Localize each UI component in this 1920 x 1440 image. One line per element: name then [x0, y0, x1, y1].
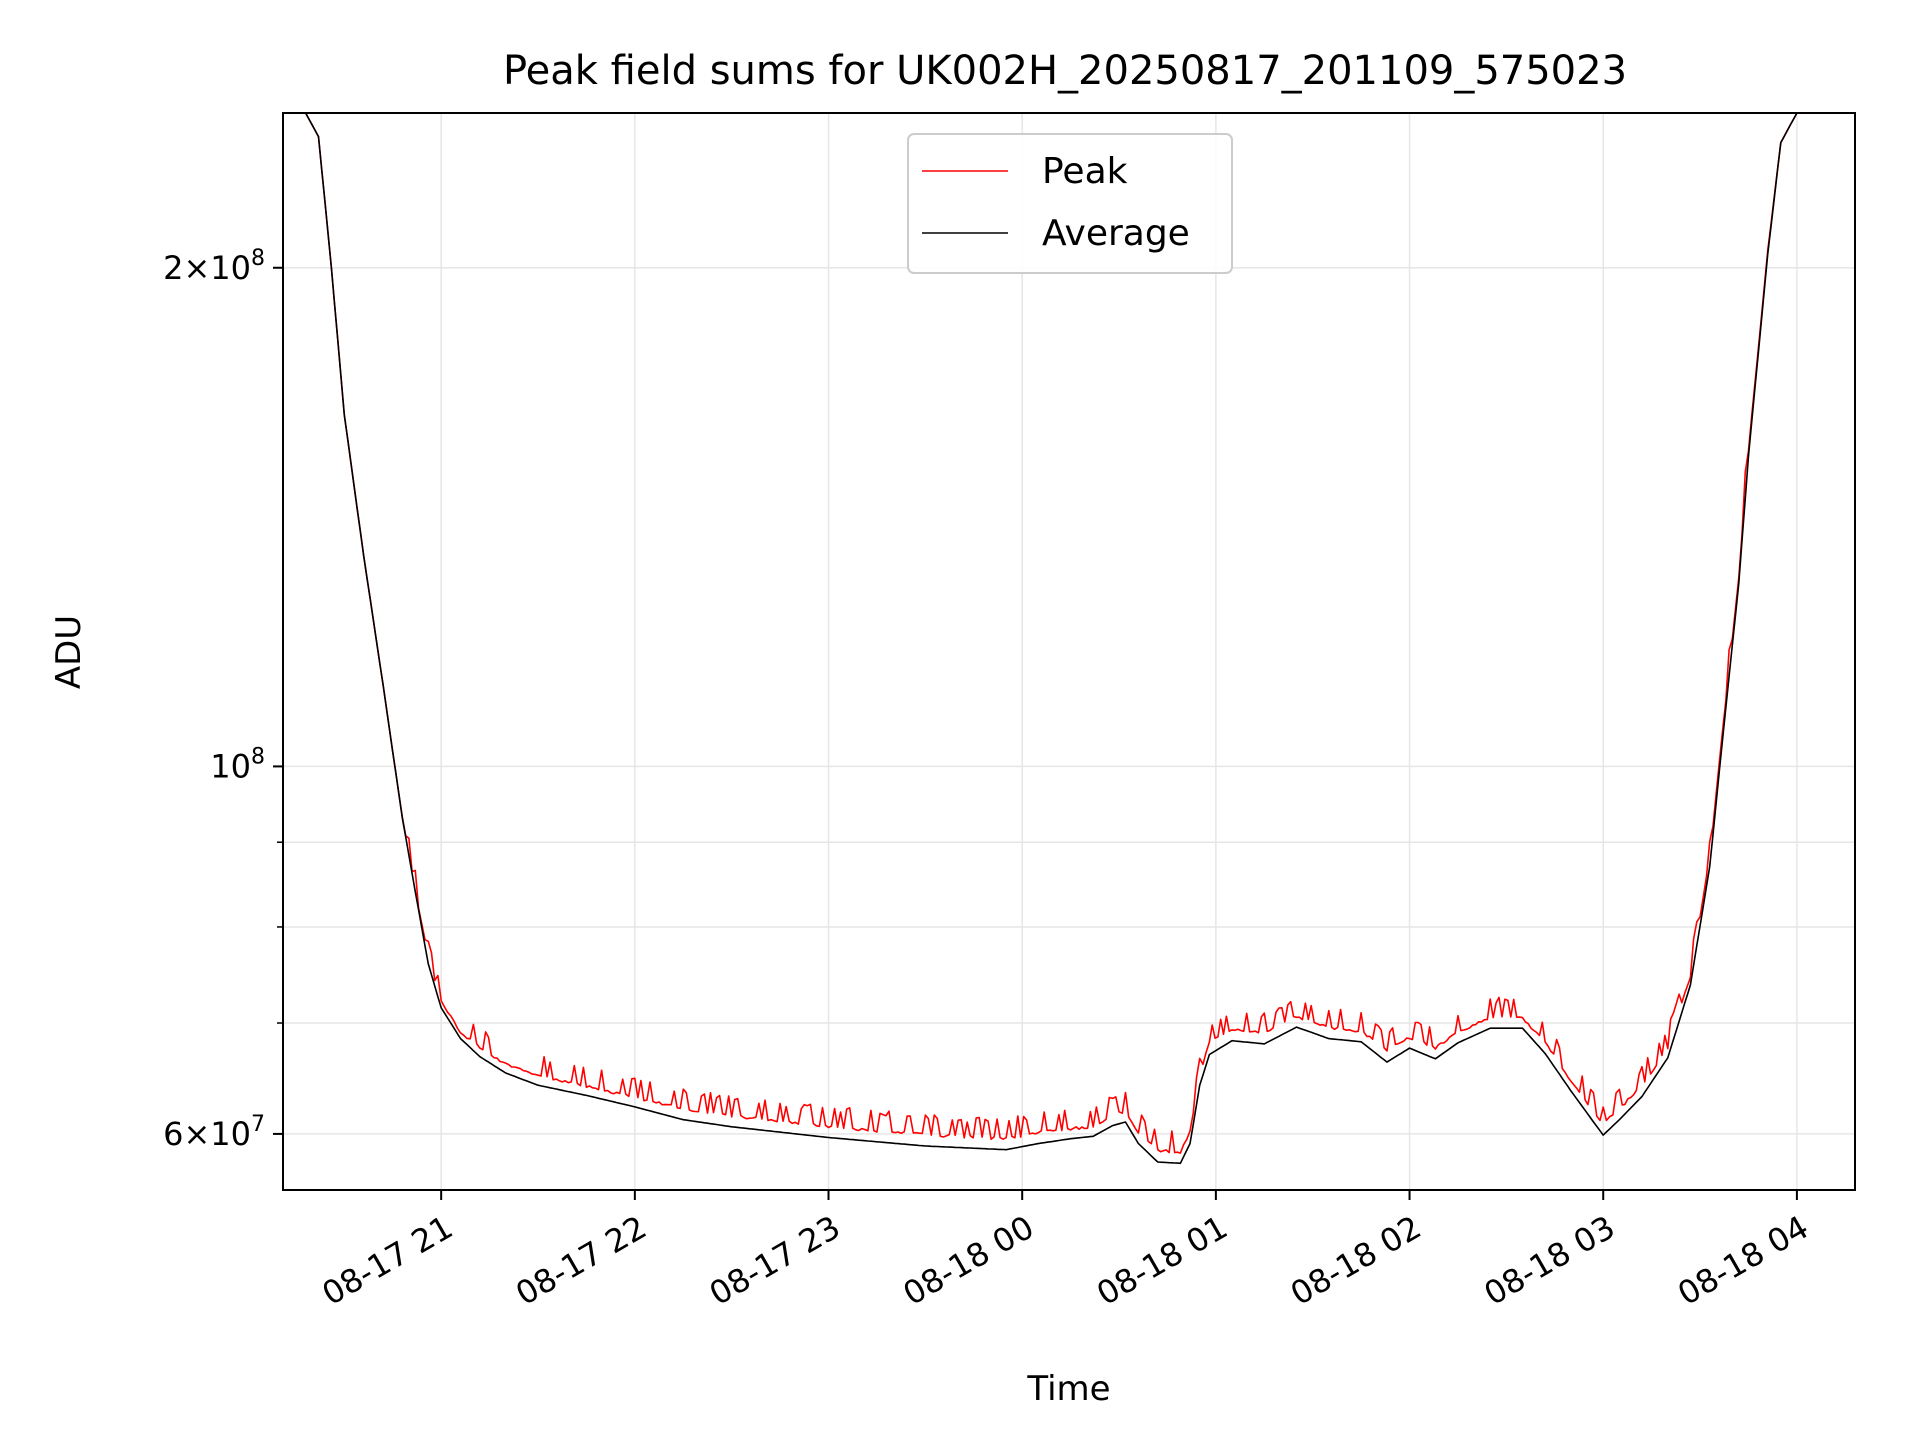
y-tick-exponent: 8: [251, 246, 265, 271]
y-tick-base: 10: [210, 249, 251, 287]
y-tick-exponent: 7: [251, 1112, 265, 1137]
x-axis-label: Time: [1026, 1369, 1110, 1409]
y-tick-mantissa: 6: [163, 1115, 183, 1153]
legend-label-average: Average: [1042, 213, 1190, 254]
y-tick-label: 6×107: [163, 1112, 265, 1153]
y-tick-base: 10: [210, 747, 251, 785]
y-tick-label: 108: [210, 744, 265, 785]
y-tick-times: ×: [183, 249, 210, 287]
legend-box: [907, 133, 1233, 274]
series-line-average: [283, 113, 1855, 1165]
y-axis-label: ADU: [49, 615, 89, 689]
y-tick-base: 10: [210, 1115, 251, 1153]
y-tick-exponent: 8: [251, 744, 265, 769]
plot-frame: [282, 112, 1856, 1191]
legend: Peak Average: [907, 133, 1233, 274]
chart-title: Peak field sums for UK002H_20250817_2011…: [503, 48, 1627, 94]
y-tick-times: ×: [183, 1115, 210, 1153]
y-tick-label: 2×108: [163, 246, 265, 287]
y-tick-mantissa: 2: [163, 249, 183, 287]
series-layer: [283, 113, 1855, 1165]
series-line-peak: [283, 113, 1855, 1154]
legend-label-peak: Peak: [1042, 151, 1128, 192]
